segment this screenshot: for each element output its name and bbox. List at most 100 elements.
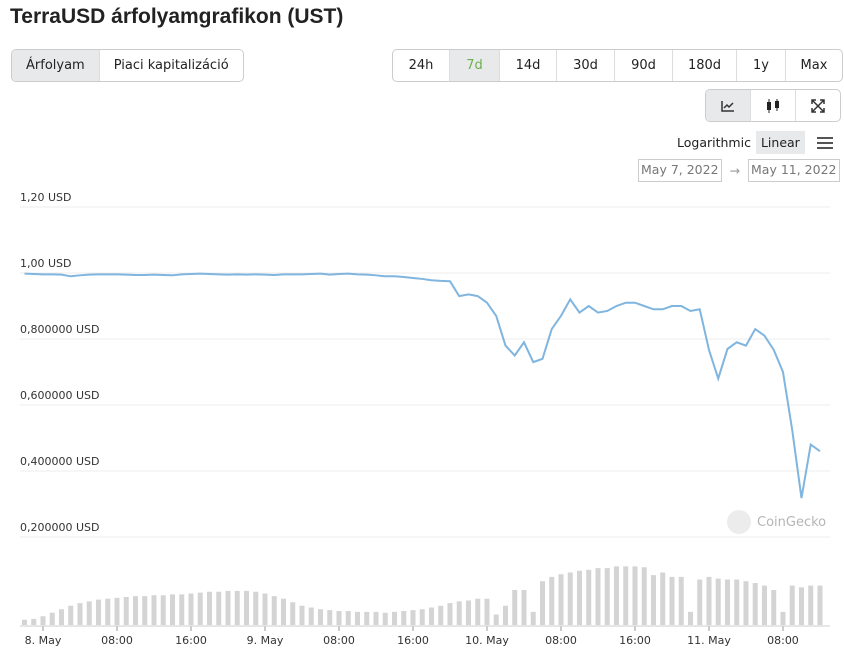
period-button[interactable]: 7d [449, 50, 499, 81]
volume-bar [428, 607, 434, 625]
volume-bar [382, 612, 388, 625]
volume-bar [761, 585, 767, 625]
volume-bar [40, 616, 46, 625]
x-tick-label: 16:00 [619, 634, 651, 647]
volume-bar [817, 585, 823, 625]
scale-option[interactable]: Logarithmic [677, 135, 751, 150]
volume-bar [336, 611, 342, 625]
volume-bar [299, 605, 305, 625]
x-tick-label: 16:00 [175, 634, 207, 647]
date-separator: → [729, 163, 741, 178]
x-tick-label: 08:00 [101, 634, 133, 647]
volume-bar [493, 614, 499, 625]
volume-bar [95, 599, 101, 625]
volume-bar [502, 605, 508, 625]
volume-bar [234, 590, 240, 625]
tab[interactable]: Piaci kapitalizáció [98, 50, 243, 81]
volume-bar [179, 594, 185, 625]
line-chart-button[interactable] [706, 90, 750, 121]
period-button[interactable]: Max [785, 50, 842, 81]
volume-bar [447, 603, 453, 625]
volume-bar [391, 611, 397, 625]
volume-bar [798, 587, 804, 625]
volume-bar [595, 568, 601, 625]
volume-bar [586, 569, 592, 625]
volume-bar [354, 611, 360, 625]
volume-bar [271, 596, 277, 625]
period-button[interactable]: 14d [499, 50, 556, 81]
volume-bar [345, 611, 351, 625]
x-tick-label: 08:00 [545, 634, 577, 647]
volume-bar [142, 596, 148, 625]
volume-bar [151, 595, 157, 625]
volume-bar [225, 590, 231, 625]
x-tick-label: 9. May [247, 634, 284, 647]
expand-icon [811, 98, 825, 113]
volume-bar [539, 581, 545, 625]
x-tick-label: 8. May [25, 634, 62, 647]
volume-bar [22, 619, 27, 625]
volume-bar [641, 567, 647, 625]
volume-bar [58, 609, 64, 625]
volume-bar [31, 618, 37, 625]
volume-bar [419, 609, 425, 625]
volume-bar [465, 600, 471, 625]
volume-bar [678, 576, 684, 625]
volume-bar [401, 611, 407, 625]
period-button[interactable]: 1y [736, 50, 785, 81]
x-tick-label: 16:00 [397, 634, 429, 647]
volume-bar [243, 590, 249, 625]
x-tick-label: 11. May [687, 634, 731, 647]
volume-bar [327, 610, 333, 625]
volume-bar [687, 611, 693, 625]
fullscreen-button[interactable] [795, 90, 840, 121]
volume-bar [123, 597, 129, 625]
period-button[interactable]: 30d [556, 50, 614, 81]
y-tick-label: 1,20 USD [20, 191, 72, 204]
volume-bar [456, 601, 462, 625]
page-title: TerraUSD árfolyamgrafikon (UST) [10, 5, 344, 28]
scale-option[interactable]: Linear [755, 131, 805, 154]
volume-bar [438, 605, 444, 625]
line-icon [721, 100, 734, 112]
volume-bar [808, 585, 814, 625]
volume-bar [197, 592, 203, 625]
x-tick-label: 08:00 [767, 634, 799, 647]
menu-icon[interactable] [805, 135, 835, 151]
period-button[interactable]: 90d [614, 50, 672, 81]
volume-bar [280, 598, 286, 625]
volume-bar [169, 594, 175, 625]
volume-bar [669, 576, 675, 625]
volume-bar [317, 609, 323, 625]
volume-bar [697, 579, 703, 625]
volume-bar [724, 579, 730, 625]
volume-bar [262, 593, 268, 625]
volume-bar [216, 591, 222, 625]
candle-chart-button[interactable] [750, 90, 795, 121]
volume-bar [290, 602, 296, 625]
watermark: CoinGecko [757, 515, 826, 530]
volume-bar [752, 583, 758, 625]
volume-bar [576, 570, 582, 625]
volume-bar [77, 603, 83, 625]
x-tick-label: 10. May [465, 634, 509, 647]
date-input[interactable]: May 11, 2022 [748, 159, 840, 182]
chart-type-group [705, 89, 841, 122]
volume-bar [604, 568, 610, 625]
period-button[interactable]: 24h [408, 58, 434, 73]
volume-bar [188, 593, 194, 625]
date-input[interactable]: May 7, 2022 [638, 159, 722, 182]
volume-bar [743, 581, 749, 625]
volume-bar [632, 566, 638, 625]
period-button[interactable]: 180d [672, 50, 736, 81]
tab[interactable]: Árfolyam [12, 50, 99, 81]
volume-bar [706, 576, 712, 625]
volume-bar [558, 574, 564, 625]
y-tick-label: 0,800000 USD [20, 323, 100, 336]
volume-bar [132, 596, 138, 625]
date-range: May 7, 2022 → May 11, 2022 [638, 159, 840, 182]
volume-bar [105, 598, 111, 625]
volume-bar [86, 601, 92, 625]
volume-bar [308, 607, 314, 625]
watermark-logo [727, 510, 751, 534]
